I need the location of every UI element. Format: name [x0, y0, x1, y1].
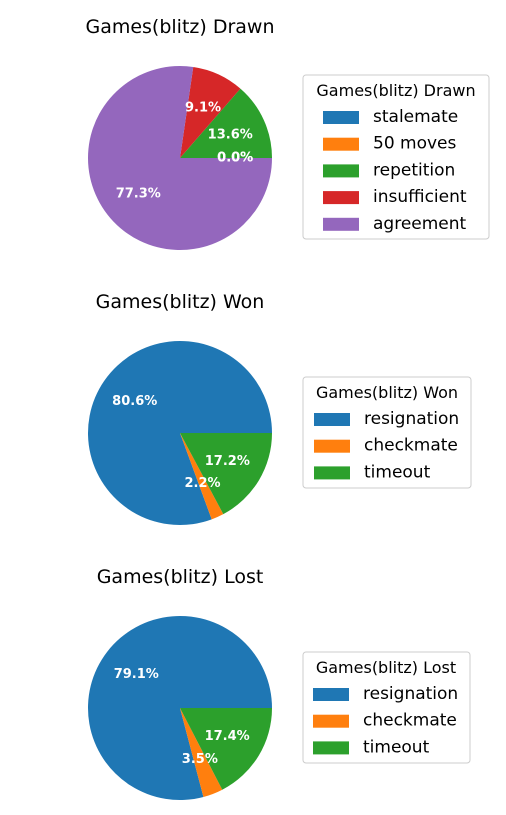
- slice-checkmate: [180, 708, 223, 797]
- legend-label-stalemate: stalemate: [373, 107, 458, 127]
- legend: Games(blitz) Lost resignation checkmate ti…: [302, 651, 471, 764]
- slice-label-stalemate: 0.0%: [217, 151, 253, 166]
- slice-labels: 80.6% 2.2% 17.2%: [112, 394, 250, 491]
- slice-insufficient: [180, 66, 241, 158]
- slice-label-repetition: 13.6%: [208, 128, 253, 143]
- won-chart: Games(blitz) Won 80.6% 2.2% 17.2% Games(bl…: [88, 291, 472, 525]
- legend-title: Games(blitz) Won: [316, 383, 458, 402]
- slice-checkmate: [180, 433, 224, 520]
- legend-frame: [302, 651, 471, 764]
- slice-labels: 79.1% 3.5% 17.4%: [114, 667, 250, 767]
- legend-label-agreement: agreement: [373, 214, 467, 234]
- legend-label-50-moves: 50 moves: [373, 134, 457, 154]
- slice-repetition: [180, 88, 272, 158]
- legend-swatch-stalemate: [323, 111, 359, 124]
- legend-swatch-resignation: [313, 688, 349, 701]
- legend-swatch-timeout: [314, 466, 350, 480]
- legend-frame: [302, 376, 472, 489]
- slice-label-checkmate: 3.5%: [182, 752, 218, 767]
- pie: [88, 66, 273, 251]
- legend-label-repetition: repetition: [373, 160, 455, 180]
- legend: Games(blitz) Drawn stalemate 50 moves repe…: [302, 74, 490, 240]
- legend-swatch-checkmate: [313, 714, 349, 728]
- legend-swatch-agreement: [323, 217, 359, 231]
- legend-label-resignation: resignation: [363, 684, 458, 704]
- slice-label-resignation: 79.1%: [114, 667, 159, 682]
- slice-label-insufficient: 9.1%: [185, 100, 221, 115]
- pie: [88, 341, 273, 525]
- slice-timeout: [180, 708, 272, 790]
- slice-label-50-moves: 0.0%: [217, 151, 253, 166]
- pie: [88, 616, 272, 800]
- legend-title: Games(blitz) Drawn: [316, 81, 475, 100]
- drawn-chart: Games(blitz) Drawn 0.0%0.0%13.6%9.1%77.3…: [85, 16, 490, 251]
- slice-label-timeout: 17.2%: [205, 454, 250, 469]
- legend: Games(blitz) Won resignation checkmate tim…: [302, 376, 472, 489]
- slice-timeout: [180, 433, 272, 515]
- lost-chart: Games(blitz) Lost 79.1% 3.5% 17.4% Games(b…: [88, 566, 471, 800]
- legend-swatch-repetition: [323, 164, 359, 178]
- slice-labels: 0.0%0.0%13.6%9.1%77.3%: [116, 100, 254, 201]
- slice-label-checkmate: 2.2%: [185, 476, 221, 491]
- chart-title: Games(blitz) Won: [96, 291, 265, 313]
- slice-resignation: [88, 341, 273, 525]
- slice-label-agreement: 77.3%: [116, 187, 161, 202]
- legend-swatch-50-moves: [323, 137, 359, 151]
- chart-title: Games(blitz) Lost: [97, 566, 264, 588]
- legend-swatch-timeout: [313, 741, 349, 755]
- legend-label-timeout: timeout: [364, 462, 431, 482]
- slice-label-timeout: 17.4%: [205, 729, 250, 744]
- slice-label-resignation: 80.6%: [112, 394, 157, 409]
- legend-swatch-checkmate: [314, 439, 350, 453]
- slice-agreement: [88, 66, 273, 251]
- legend-label-checkmate: checkmate: [364, 436, 458, 456]
- legend-swatch-insufficient: [323, 191, 359, 205]
- legend-label-insufficient: insufficient: [373, 187, 467, 207]
- legend-title: Games(blitz) Lost: [316, 658, 456, 677]
- legend-label-timeout: timeout: [363, 737, 430, 757]
- chart-title: Games(blitz) Drawn: [85, 16, 274, 38]
- legend-label-checkmate: checkmate: [363, 711, 457, 731]
- legend-label-resignation: resignation: [364, 409, 459, 429]
- legend-swatch-resignation: [314, 413, 350, 426]
